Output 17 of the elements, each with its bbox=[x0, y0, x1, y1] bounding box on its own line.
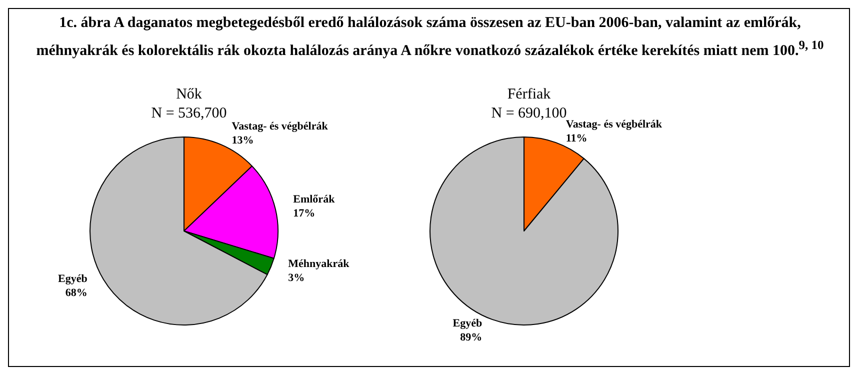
data-label: 89% bbox=[460, 332, 482, 344]
chart-subtitle: N = 690,100 bbox=[491, 106, 567, 122]
slice-label: Egyéb bbox=[452, 318, 482, 330]
chart-title: Férfiak bbox=[507, 86, 552, 102]
data-label: 68% bbox=[65, 286, 88, 299]
chart-subtitle: N = 536,700 bbox=[151, 106, 227, 122]
data-label: 13% bbox=[232, 134, 254, 147]
slice-label: Vastag- és végbélrák bbox=[232, 120, 329, 133]
data-label: 11% bbox=[566, 132, 588, 144]
slice-label: Egyéb bbox=[58, 272, 88, 285]
slice-label: Vastag- és végbélrák bbox=[566, 118, 663, 130]
slice-label: Emlőrák bbox=[293, 193, 336, 206]
data-label: 17% bbox=[293, 207, 316, 220]
chart-title: Nők bbox=[176, 86, 202, 102]
slice-label: Méhnyakrák bbox=[288, 258, 350, 270]
data-label: 3% bbox=[288, 272, 305, 284]
text: 1c. ábra A daganatos megbetegedésből eredő halálozások száma összesen az EU-ban 2006-ban, valamint az emlőrák, méhnyakrák és kolorektális rák okozta halálozás aránya A nőkre vonatkozó százalékok értéke kerekítés miatt nem 100.$^{9, 10}$ bbox=[35, 14, 825, 61]
